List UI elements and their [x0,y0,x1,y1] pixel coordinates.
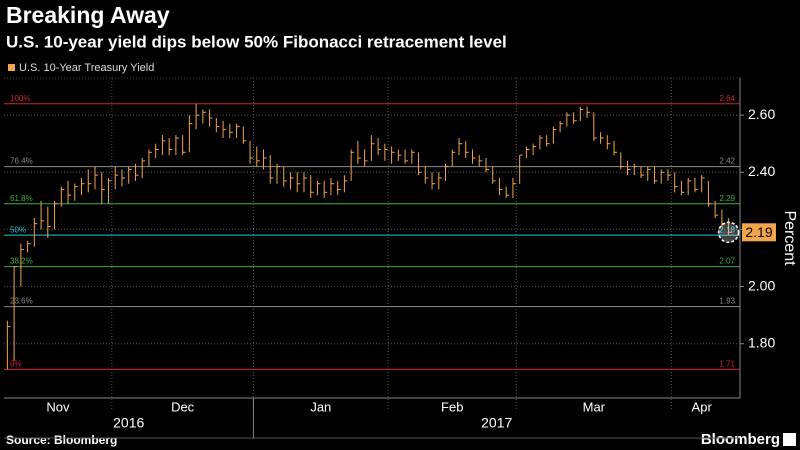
chart-title: Breaking Away [6,2,170,28]
legend-swatch [8,64,15,71]
x-tick-label: Feb [441,399,463,414]
legend-label: U.S. 10-Year Treasury Yield [19,62,154,74]
fib-value: 2.29 [719,194,735,203]
fib-label: 0% [10,360,22,369]
y-axis-label: Percent [781,210,798,266]
y-tick-label: 2.00 [748,277,775,293]
fib-label: 100% [10,94,30,103]
year-label: 2017 [481,415,512,431]
brand: Bloomberg [701,431,780,448]
brand-icon [783,433,796,446]
x-tick-label: Dec [171,399,195,414]
x-tick-label: Jan [310,399,331,414]
x-tick-label: Mar [583,399,606,414]
x-tick-label: Nov [46,399,70,414]
fib-value: 1.71 [719,360,735,369]
last-point-halo [717,221,740,244]
y-tick-label: 2.40 [748,163,775,179]
chart-subtitle: U.S. 10-year yield dips below 50% Fibona… [6,32,507,51]
y-tick-label: 1.80 [748,334,775,350]
fib-value: 2.42 [719,157,735,166]
fib-label: 23.6% [10,297,33,306]
year-label: 2016 [113,415,144,431]
source: Source: Bloomberg [6,433,117,447]
fib-value: 1.93 [719,297,735,306]
last-value-label: 2.19 [745,224,772,240]
x-tick-label: Apr [692,399,713,414]
fib-label: 61.8% [10,194,33,203]
fib-value: 2.64 [719,94,735,103]
y-tick-label: 2.60 [748,106,775,122]
fib-label: 76.4% [10,157,33,166]
fib-value: 2.18 [719,225,735,234]
fib-label: 50% [10,225,26,234]
fib-value: 2.07 [719,257,735,266]
last-value-box [742,223,776,242]
